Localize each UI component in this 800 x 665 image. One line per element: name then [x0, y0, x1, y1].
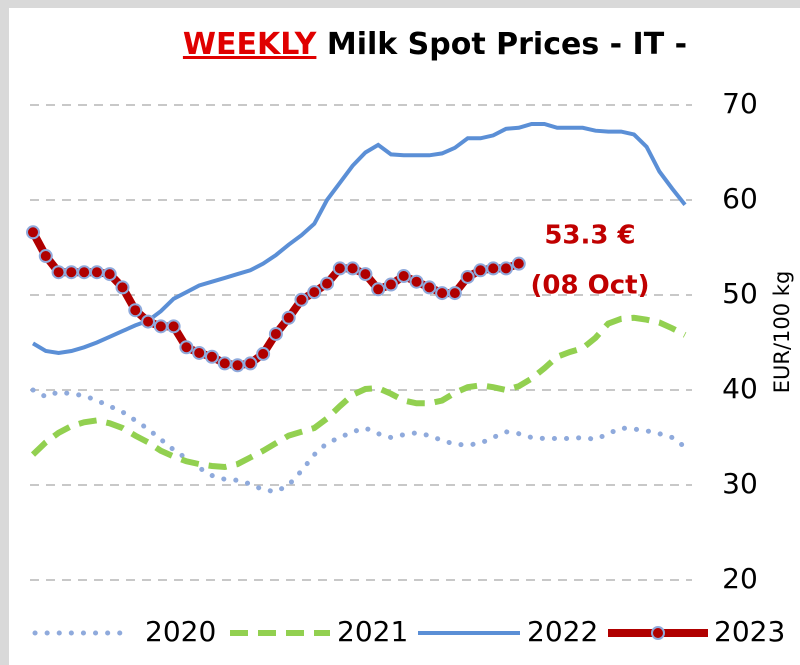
series-marker [102, 267, 117, 282]
series-marker [51, 265, 66, 280]
series-marker [26, 225, 40, 240]
series-marker [230, 358, 245, 373]
y-tick-label: 60 [722, 182, 758, 215]
series-marker [320, 276, 335, 291]
y-tick-label: 50 [722, 277, 758, 310]
series-marker [128, 303, 143, 318]
series-marker [307, 285, 322, 300]
series-marker [204, 349, 219, 364]
series-marker [294, 292, 309, 307]
y-tick-label: 70 [722, 87, 758, 120]
y-tick-label: 20 [722, 562, 758, 595]
series-line [30, 314, 687, 471]
y-axis-label: EUR/100 kg [770, 271, 794, 394]
series-marker [115, 280, 130, 295]
series-marker [435, 286, 450, 301]
series-marker [447, 286, 462, 301]
series-marker [153, 319, 168, 334]
series-marker [243, 356, 258, 371]
legend-label: 2023 [714, 615, 785, 648]
series-marker [64, 265, 79, 280]
series-marker [179, 340, 194, 355]
series-marker [38, 249, 53, 264]
series-marker [460, 269, 475, 284]
series-marker [281, 310, 296, 325]
y-tick-label: 30 [722, 467, 758, 500]
series-marker [141, 314, 156, 329]
series-marker [166, 319, 181, 334]
series-marker [383, 277, 398, 292]
y-tick-label: 40 [722, 372, 758, 405]
series-marker [256, 346, 271, 361]
series-marker [77, 265, 92, 280]
series-marker [192, 345, 207, 360]
series-marker [422, 280, 437, 295]
series-marker [499, 261, 514, 276]
series-marker [396, 269, 411, 283]
series-marker [409, 274, 424, 289]
title-highlight: WEEKLY [183, 27, 318, 62]
chart-background [9, 8, 800, 665]
series-marker [473, 263, 488, 278]
annotation: (08 Oct) [531, 271, 650, 301]
chart-title: WEEKLY Milk Spot Prices - IT - [183, 27, 687, 62]
series-marker [511, 256, 526, 271]
legend-marker [651, 626, 665, 640]
series-marker [486, 261, 501, 276]
series-marker [217, 356, 232, 371]
series-marker [358, 267, 373, 282]
legend-label: 2022 [527, 615, 598, 648]
legend-label: 2020 [145, 615, 216, 648]
series-line [30, 387, 688, 495]
annotation: 53.3 € [544, 221, 635, 251]
series-marker [345, 261, 360, 276]
series-marker [268, 326, 283, 341]
series-marker [332, 261, 347, 276]
legend-label: 2021 [337, 615, 408, 648]
series-marker [89, 265, 104, 280]
title-text: Milk Spot Prices - IT - [327, 27, 687, 62]
series-marker [371, 282, 386, 297]
